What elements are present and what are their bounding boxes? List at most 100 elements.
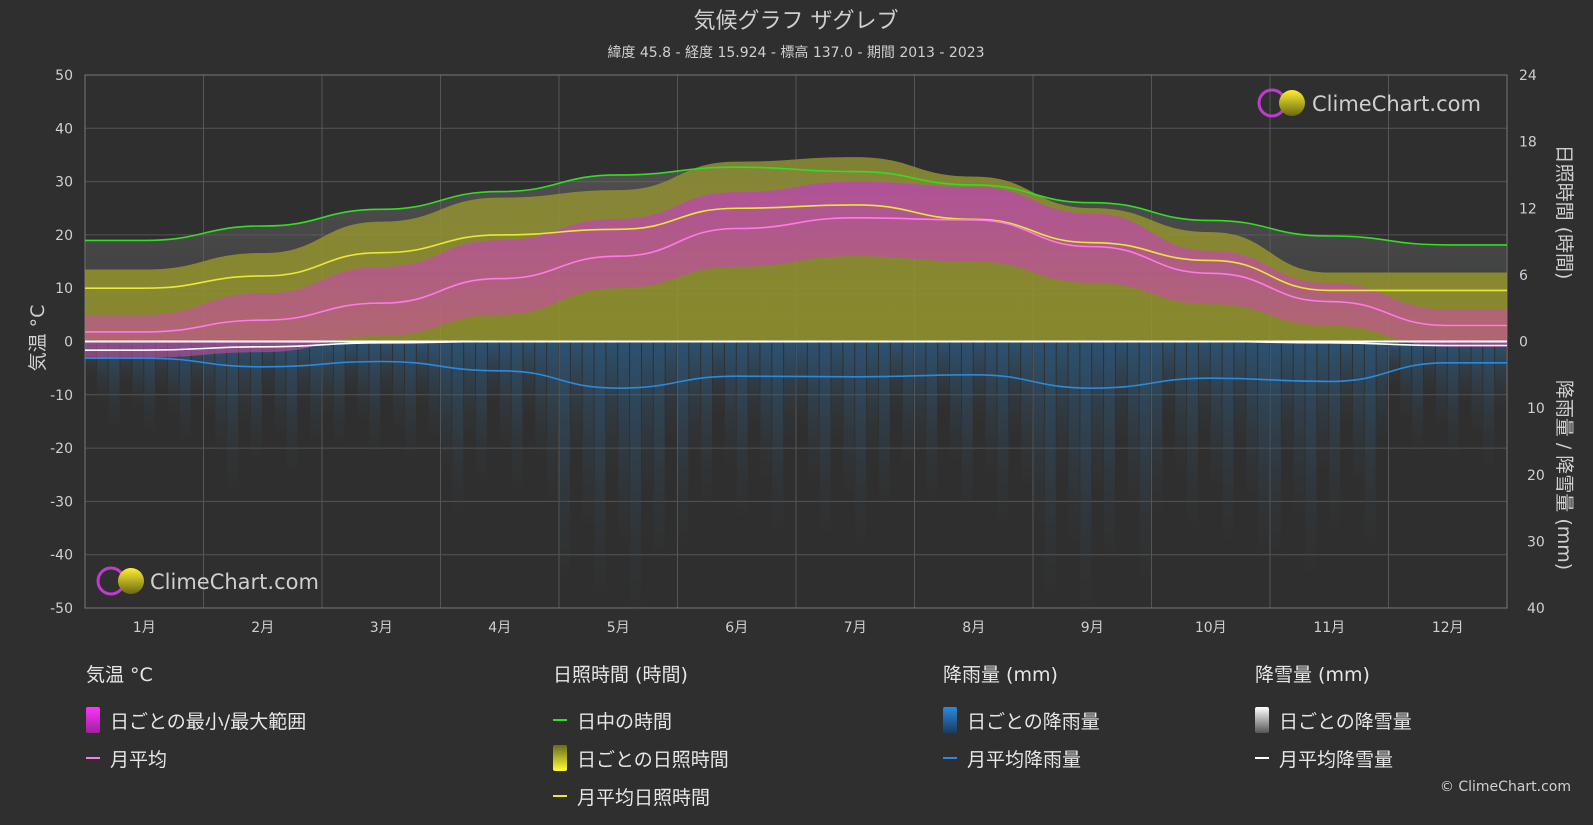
- left-tick-label: -10: [50, 388, 73, 404]
- rain-bar: [1080, 341, 1092, 611]
- rain-bar: [357, 341, 369, 420]
- legend-label: 日ごとの降雪量: [1279, 710, 1412, 733]
- left-tick-label: -20: [50, 441, 73, 457]
- range-swatch-icon: [86, 707, 100, 733]
- line-swatch-icon: [943, 757, 957, 759]
- rain-bar: [689, 341, 701, 451]
- legend-item: 月平均: [86, 739, 306, 777]
- rain-bar: [1175, 341, 1187, 471]
- logo-text: ClimeChart.com: [1312, 92, 1481, 116]
- legend-item: 日ごとの降雪量: [1255, 701, 1412, 739]
- rain-bar: [594, 341, 606, 594]
- legend-label: 月平均日照時間: [577, 786, 711, 809]
- right-top-tick-label: 12: [1519, 201, 1537, 217]
- temp-range-area: [85, 181, 1507, 358]
- rain-bar: [499, 341, 511, 445]
- rain-bar: [476, 341, 487, 478]
- legend-label: 日ごとの日照時間: [577, 748, 729, 771]
- month-tick-label: 1月: [133, 620, 156, 636]
- rain-bar: [1222, 341, 1234, 540]
- right-top-tick-label: 6: [1519, 268, 1528, 284]
- legend-item: 月平均降雨量: [943, 739, 1100, 777]
- month-tick-label: 8月: [962, 620, 985, 636]
- rain-bar: [926, 341, 938, 497]
- rain-bar: [144, 341, 156, 432]
- logo-bottom[interactable]: ClimeChart.com: [96, 566, 319, 596]
- rain-bar: [985, 341, 997, 472]
- right-bottom-axis-label: 降雨量 / 降雪量 (mm): [1553, 380, 1575, 570]
- rain-bar: [677, 341, 689, 542]
- right-top-tick-label: 18: [1519, 135, 1537, 151]
- legend-label: 月平均: [110, 748, 168, 771]
- rain-bar: [1483, 341, 1495, 465]
- rain-bar: [736, 341, 748, 516]
- legend-label: 日ごとの降雨量: [967, 710, 1100, 733]
- legend-item: 月平均降雪量: [1255, 739, 1412, 777]
- sunshine-mean-line: [85, 204, 1507, 292]
- month-tick-label: 3月: [370, 620, 393, 636]
- rain-bar: [250, 341, 262, 460]
- rain-bar: [1388, 341, 1400, 385]
- rain-bar: [1435, 341, 1447, 425]
- rain-bar: [511, 341, 523, 489]
- right-bottom-tick-label: 10: [1527, 401, 1545, 417]
- rain-bar: [867, 341, 878, 453]
- legend-snow: 降雪量 (mm) 日ごとの降雪量 月平均降雪量: [1255, 660, 1412, 777]
- temp-range-band: [85, 181, 1507, 358]
- rain-bar: [1376, 341, 1388, 438]
- legend-label: 月平均降雪量: [1279, 748, 1394, 771]
- right-top-axis-label: 日照時間 (時間): [1553, 145, 1575, 280]
- legend-rain: 降雨量 (mm) 日ごとの降雨量 月平均降雨量: [943, 660, 1100, 777]
- rain-bar: [547, 341, 558, 500]
- rain-bar: [701, 341, 713, 503]
- rain-bar: [843, 341, 855, 493]
- line-swatch-icon: [1255, 757, 1269, 759]
- month-tick-label: 2月: [251, 620, 274, 636]
- rain-bar: [641, 341, 653, 489]
- bar-swatch-icon: [1255, 707, 1269, 733]
- rain-bar: [310, 341, 321, 441]
- rain-bar: [428, 341, 440, 435]
- rain-bar: [653, 341, 665, 559]
- rain-bar: [298, 341, 310, 403]
- line-swatch-icon: [553, 795, 567, 797]
- rain-bar: [1270, 341, 1281, 558]
- rain-bar: [1258, 341, 1269, 554]
- rain-bar: [535, 341, 547, 456]
- logo-top[interactable]: ClimeChart.com: [1257, 88, 1481, 118]
- left-tick-label: -40: [50, 548, 73, 564]
- rain-bar: [807, 341, 819, 480]
- rain-bar: [345, 341, 357, 390]
- rain-bar: [796, 341, 807, 427]
- rain-bar: [1352, 341, 1364, 483]
- rain-bar: [215, 341, 227, 450]
- rain-bar: [1495, 341, 1506, 409]
- legend-item: 日中の時間: [553, 701, 729, 739]
- rain-bar: [333, 341, 345, 442]
- rain-bar: [1127, 341, 1139, 506]
- rain-bar: [902, 341, 914, 466]
- rain-bar: [819, 341, 831, 533]
- rain-bar: [120, 341, 132, 382]
- rain-bar: [132, 341, 144, 407]
- rain-bar: [108, 341, 120, 426]
- rain-bar: [179, 341, 191, 438]
- rain-bar: [1198, 341, 1210, 430]
- left-tick-label: 40: [55, 121, 73, 137]
- rain-bar: [523, 341, 535, 412]
- logo-sun-icon: [118, 568, 144, 594]
- legend-item: 月平均日照時間: [553, 777, 729, 815]
- rain-bar: [1044, 341, 1056, 594]
- left-tick-label: -50: [50, 601, 73, 617]
- rain-bar: [748, 341, 760, 425]
- rain-bar: [724, 341, 736, 464]
- rain-bar: [1104, 341, 1115, 559]
- rain-bar: [855, 341, 867, 546]
- rain-bar: [1139, 341, 1151, 576]
- bar-swatch-icon: [943, 707, 957, 733]
- month-tick-label: 12月: [1432, 620, 1464, 636]
- legend-title: 日照時間 (時間): [553, 664, 688, 686]
- right-bottom-tick-label: 40: [1527, 601, 1545, 617]
- rain-bar: [559, 341, 570, 576]
- rain-bar: [1412, 341, 1424, 449]
